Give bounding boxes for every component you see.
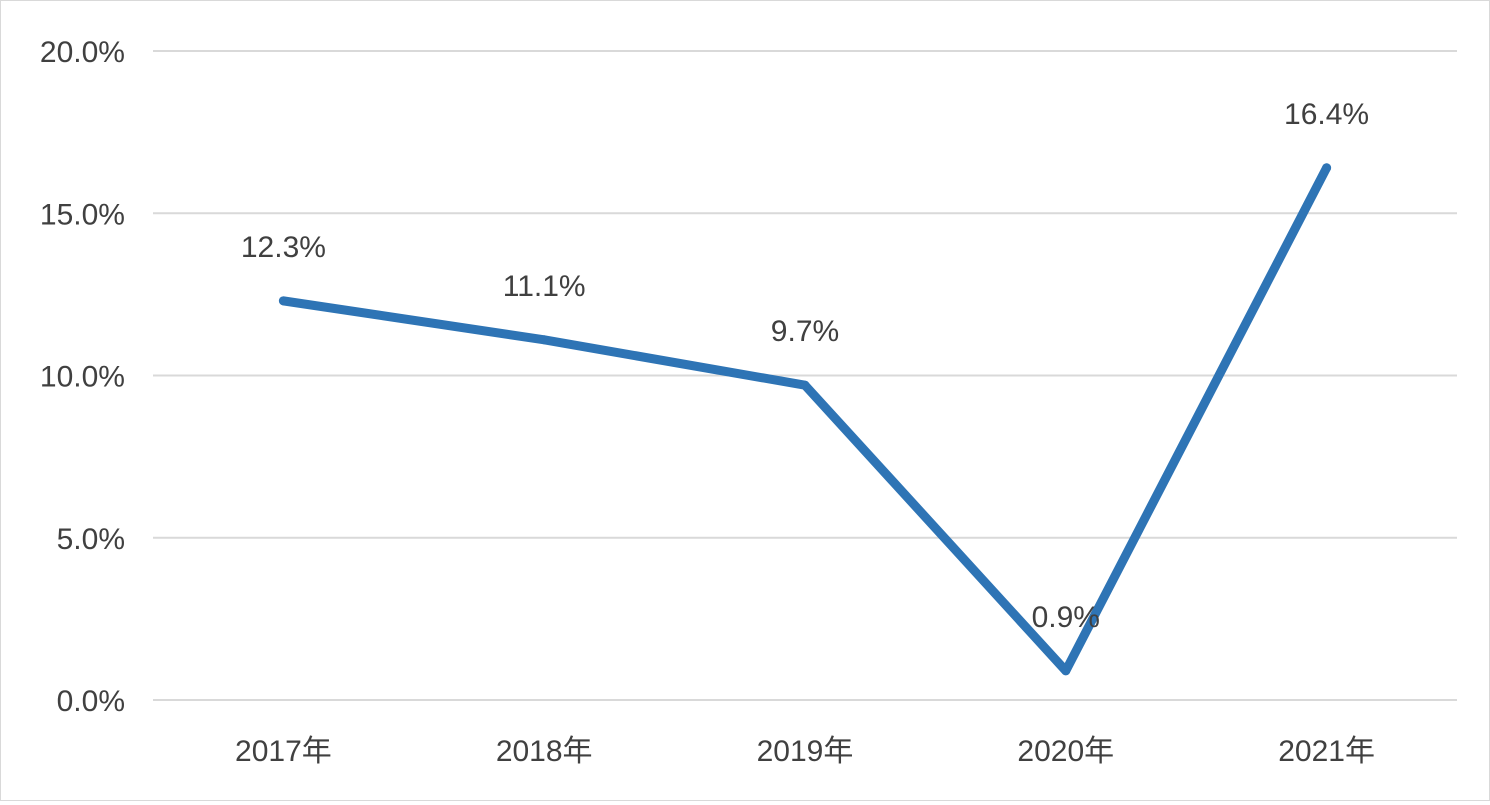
- data-point: [1322, 163, 1332, 173]
- x-tick-label: 2021年: [1278, 735, 1375, 768]
- data-label: 12.3%: [241, 231, 326, 264]
- data-label: 0.9%: [1032, 601, 1100, 634]
- data-point: [1061, 666, 1071, 676]
- data-label: 16.4%: [1284, 98, 1369, 131]
- data-label: 11.1%: [503, 270, 586, 303]
- x-tick-label: 2020年: [1017, 735, 1114, 768]
- data-point: [539, 335, 549, 345]
- gridlines: [153, 50, 1457, 701]
- y-tick-label: 20.0%: [40, 36, 125, 69]
- y-tick-label: 5.0%: [57, 523, 125, 556]
- x-tick-label: 2017年: [235, 735, 332, 768]
- data-labels: 12.3% 11.1% 9.7% 0.9% 16.4%: [241, 98, 1369, 634]
- data-point: [800, 380, 810, 390]
- y-tick-label: 0.0%: [57, 685, 125, 718]
- series-line-group: [278, 163, 1332, 676]
- series-line: [278, 163, 1332, 676]
- x-tick-label: 2019年: [757, 735, 854, 768]
- y-tick-label: 10.0%: [40, 361, 125, 394]
- x-axis-tick-labels: 2017年 2018年 2019年 2020年 2021年: [235, 735, 1375, 768]
- x-tick-label: 2018年: [496, 735, 593, 768]
- data-label: 9.7%: [771, 315, 839, 348]
- y-axis-tick-labels: 0.0% 5.0% 10.0% 15.0% 20.0%: [40, 36, 125, 718]
- y-tick-label: 15.0%: [40, 198, 125, 231]
- data-point: [278, 296, 288, 306]
